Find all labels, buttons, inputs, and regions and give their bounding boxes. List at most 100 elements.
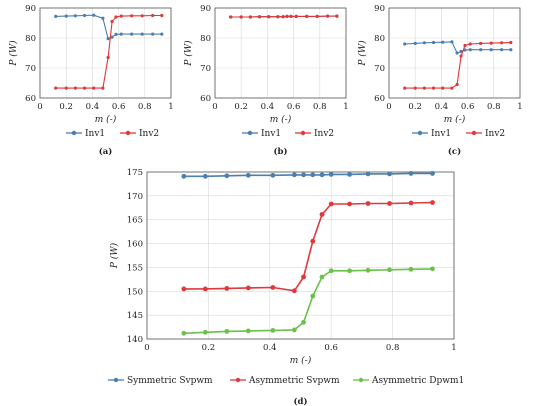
data-point xyxy=(289,14,293,18)
x-tick-label: 1 xyxy=(343,102,348,112)
data-point xyxy=(468,48,472,52)
data-point xyxy=(455,82,459,87)
legend-label: Inv2 xyxy=(314,129,334,139)
data-point xyxy=(403,42,407,46)
data-point xyxy=(489,41,493,45)
data-point xyxy=(54,86,58,90)
y-tick-label: 60 xyxy=(25,94,36,104)
data-point xyxy=(92,13,96,17)
y-tick-label: 165 xyxy=(127,216,143,226)
panel-label: (a) xyxy=(99,146,113,157)
data-point xyxy=(365,171,371,177)
data-point xyxy=(328,268,334,274)
data-point xyxy=(319,172,325,178)
data-point xyxy=(181,330,187,336)
x-tick-label: 0 xyxy=(37,102,42,112)
y-tick-label: 140 xyxy=(127,335,143,345)
data-point xyxy=(301,172,306,178)
data-point xyxy=(310,293,316,299)
data-point xyxy=(500,41,504,45)
panel-label: (b) xyxy=(274,146,288,157)
series-line-0 xyxy=(55,14,162,40)
data-point xyxy=(291,288,297,294)
y-tick-label: 170 xyxy=(127,192,143,202)
data-point xyxy=(301,319,306,325)
legend-swatch-marker xyxy=(471,130,477,136)
y-tick-label: 90 xyxy=(25,4,36,14)
y-tick-label: 150 xyxy=(127,287,143,297)
data-point xyxy=(281,15,285,19)
data-point xyxy=(229,15,233,19)
data-point xyxy=(422,86,426,90)
x-axis-label: m (-) xyxy=(95,114,117,125)
x-tick-label: 0.8 xyxy=(386,343,400,353)
x-tick-label: 0.6 xyxy=(112,102,126,112)
legend-swatch-marker xyxy=(300,130,306,136)
data-point xyxy=(257,15,262,19)
y-tick-label: 90 xyxy=(374,4,385,14)
x-axis-label: m (-) xyxy=(444,114,466,125)
data-point xyxy=(160,32,164,36)
x-tick-label: 1 xyxy=(168,102,173,112)
data-point xyxy=(114,32,118,37)
data-point xyxy=(310,172,316,178)
data-point xyxy=(335,14,339,18)
data-point xyxy=(387,201,392,206)
data-point xyxy=(239,15,243,19)
data-point xyxy=(479,48,483,52)
data-point xyxy=(403,86,407,90)
data-point xyxy=(64,86,68,90)
data-point xyxy=(365,267,371,273)
data-point xyxy=(489,48,493,52)
legend-swatch-marker xyxy=(71,130,77,136)
data-point xyxy=(202,286,208,292)
data-point xyxy=(387,267,392,273)
series-line-1 xyxy=(55,14,162,89)
data-point xyxy=(245,172,251,178)
data-point xyxy=(130,32,134,36)
data-point xyxy=(328,171,334,177)
chart-panel-3: 0 0.2 0.4 0.6 0.8 1 140 145 150 155 160 165 170 175 m … xyxy=(108,168,464,406)
plot-frame xyxy=(39,7,172,99)
legend-label: Symmetric Svpwm xyxy=(127,376,213,386)
data-point xyxy=(479,41,483,46)
x-tick-label: 0.8 xyxy=(313,102,327,112)
y-axis-label: P (W) xyxy=(109,242,120,269)
data-point xyxy=(151,13,155,18)
data-point xyxy=(430,200,435,205)
data-point xyxy=(270,285,276,290)
data-point xyxy=(430,171,435,176)
legend-label: Inv1 xyxy=(431,129,451,139)
x-tick-label: 0.2 xyxy=(408,102,422,112)
series-line-0 xyxy=(183,172,433,178)
x-tick-label: 0.4 xyxy=(86,102,100,112)
chart-panel-1: 0 0.2 0.4 0.6 0.8 1 60 70 80 90 m (-) P (W) Inv1 Inv2… xyxy=(183,4,349,157)
data-point xyxy=(413,86,417,90)
x-tick-label: 0 xyxy=(212,102,217,112)
x-axis-label: m (-) xyxy=(290,355,312,366)
legend-swatch-marker xyxy=(247,130,253,136)
data-point xyxy=(315,14,319,18)
data-point xyxy=(101,16,105,20)
data-point xyxy=(509,48,513,52)
data-point xyxy=(285,14,289,18)
data-point xyxy=(294,14,298,18)
data-point xyxy=(110,35,114,39)
data-point xyxy=(106,37,110,41)
x-tick-label: 0.2 xyxy=(202,343,216,353)
data-point xyxy=(151,32,155,36)
data-point xyxy=(291,172,297,178)
data-point xyxy=(455,51,459,55)
data-point xyxy=(82,13,87,18)
legend-swatch-marker xyxy=(417,130,423,136)
data-point xyxy=(310,238,316,244)
data-point xyxy=(431,40,436,45)
x-tick-label: 0.6 xyxy=(287,102,301,112)
legend-label: Inv2 xyxy=(485,129,505,139)
data-point xyxy=(202,173,208,179)
plot-frame xyxy=(388,7,521,99)
y-axis-label: P (W) xyxy=(183,40,194,67)
data-point xyxy=(305,14,309,18)
data-point xyxy=(73,86,77,90)
legend-swatch-marker xyxy=(358,377,364,383)
